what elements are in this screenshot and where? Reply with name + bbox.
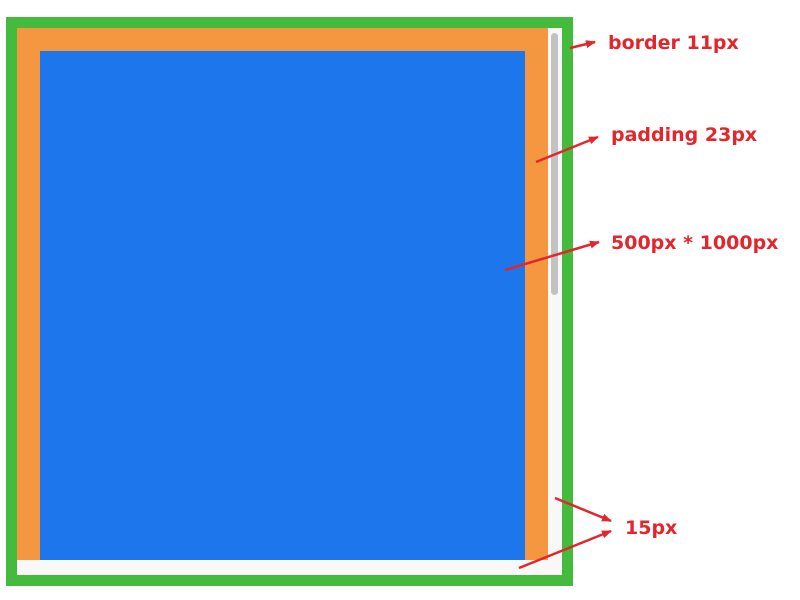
scrollbar-arrow-lower [518,529,612,570]
padding-arrow [535,135,599,164]
scrollbar-width-label: 15px [625,517,678,539]
padding-label: padding 23px [611,124,758,146]
content-region [40,51,525,560]
scrollbar-arrow-upper [554,496,612,523]
content-size-arrow [504,240,600,272]
border-arrow [569,40,596,50]
content-size-label: 500px * 1000px [611,232,779,254]
vertical-scrollbar-thumb[interactable] [551,33,558,295]
border-label: border 11px [608,32,739,54]
horizontal-scrollbar[interactable] [17,560,562,575]
